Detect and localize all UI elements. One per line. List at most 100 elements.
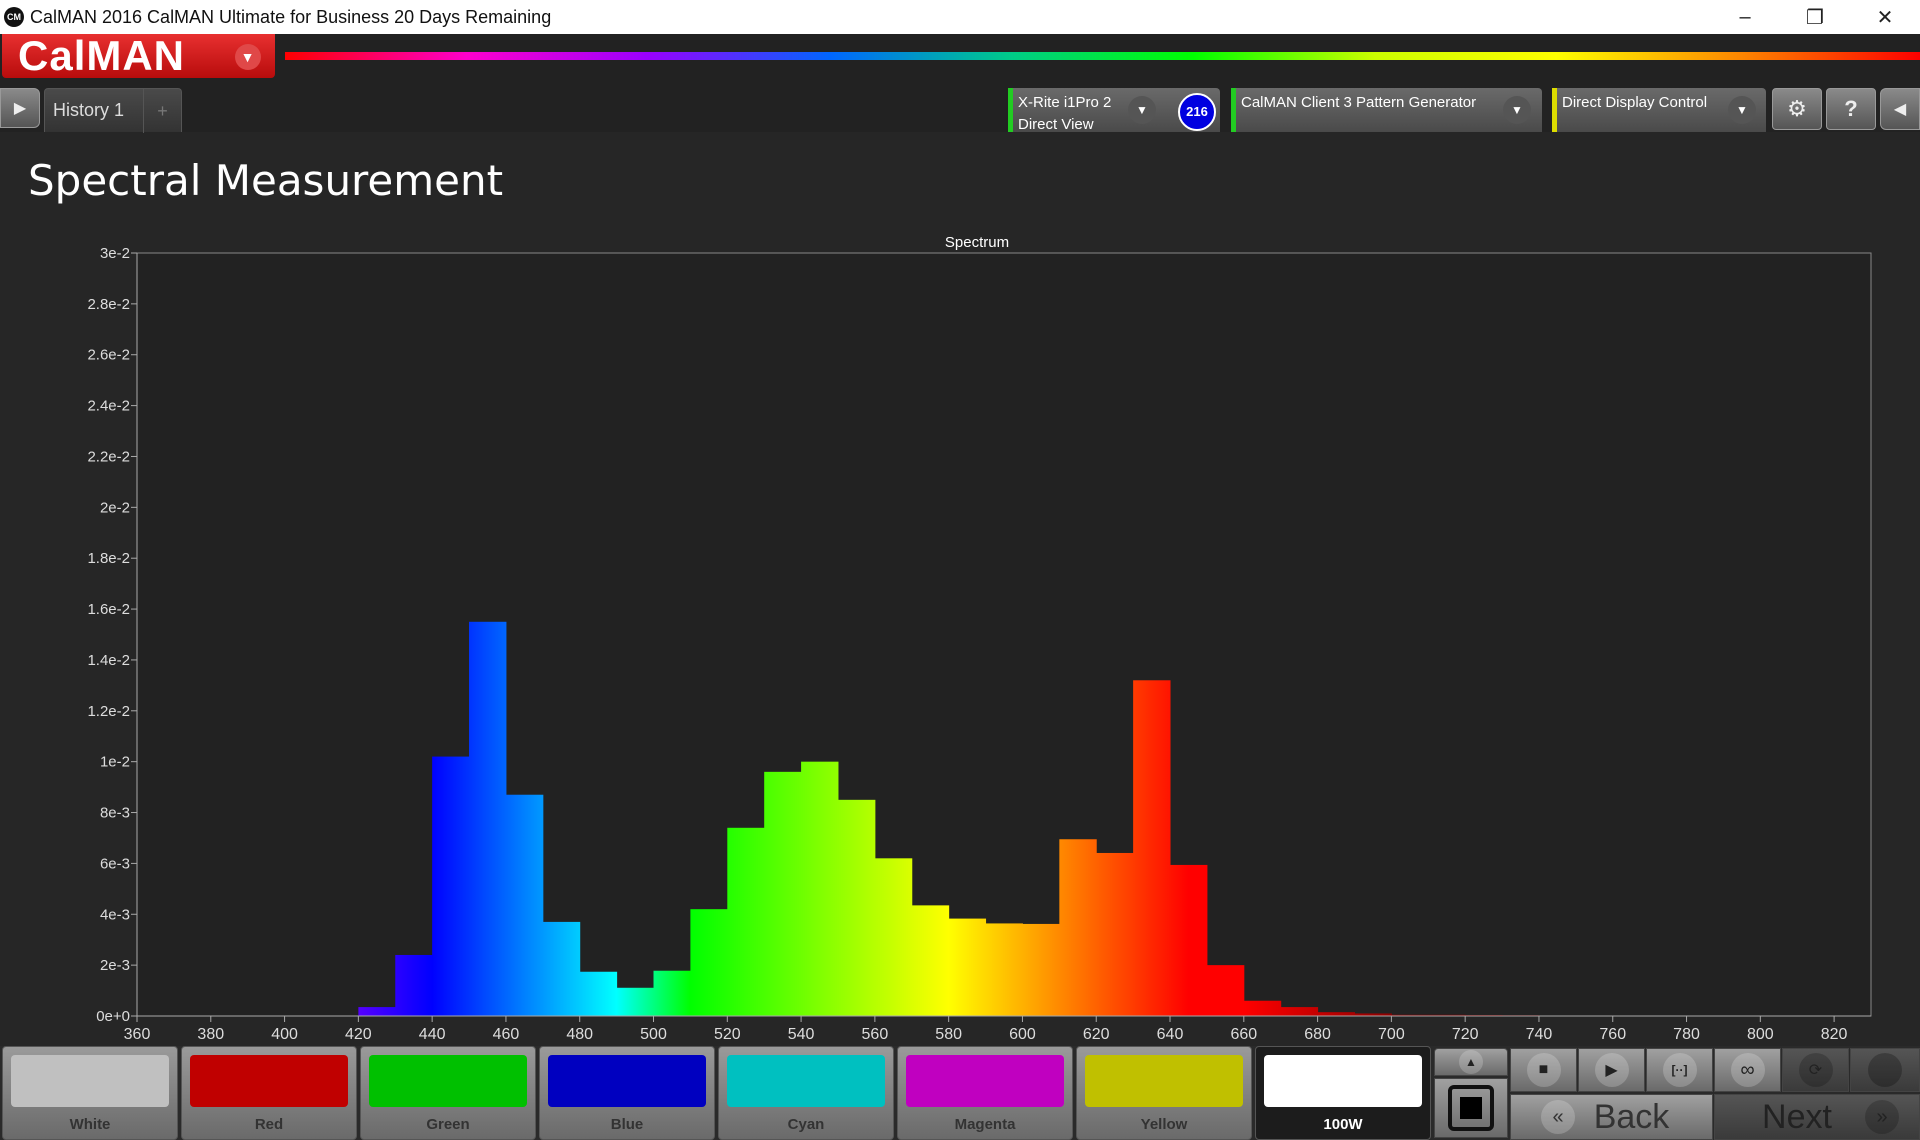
play-button[interactable]: ▶ (1578, 1048, 1645, 1092)
pattern-generator-selector[interactable]: CalMAN Client 3 Pattern Generator ▼ (1231, 88, 1542, 132)
double-chevron-left-icon: « (1541, 1100, 1575, 1134)
x-tick-label: 540 (788, 1026, 815, 1043)
y-tick-label: 2.6e-2 (87, 347, 130, 364)
patch-red[interactable]: Red (181, 1046, 357, 1140)
spectrum-bar (1059, 839, 1097, 1016)
patch-label: 100W (1323, 1116, 1363, 1133)
spectrum-bar (1243, 1000, 1282, 1016)
meter-selector[interactable]: X-Rite i1Pro 2 Direct View ▼ 216 (1008, 88, 1220, 133)
display-control-selector[interactable]: Direct Display Control ▼ (1552, 88, 1766, 132)
x-tick-label: 360 (124, 1026, 151, 1043)
spectrum-bar (1317, 1012, 1355, 1016)
expand-left-button[interactable]: ▶ (0, 88, 40, 128)
spectrum-bar (837, 799, 876, 1016)
help-button[interactable]: ? (1826, 88, 1876, 130)
patch-blue[interactable]: Blue (539, 1046, 715, 1140)
patch-color (190, 1055, 348, 1107)
spectrum-bar (727, 827, 765, 1016)
next-label: Next (1762, 1097, 1832, 1136)
chevron-down-icon[interactable]: ▼ (1503, 96, 1531, 124)
expand-right-button[interactable]: ◀ (1880, 88, 1920, 130)
continuous-read-button[interactable]: ∞ (1714, 1048, 1781, 1092)
y-tick-label: 1.6e-2 (87, 601, 130, 618)
extra-button[interactable] (1850, 1048, 1920, 1092)
chart-title: Spectrum (945, 234, 1009, 251)
spectrum-bar (542, 921, 581, 1016)
chevron-down-icon[interactable]: ▼ (1128, 96, 1156, 124)
device-name: X-Rite i1Pro 2 (1018, 94, 1112, 111)
help-icon: ? (1844, 96, 1858, 121)
spectrum-chart: Spectrum 360 380 400 420 440 460 480 500 520 540 5… (87, 234, 1872, 1043)
spectrum-bar (1206, 965, 1245, 1016)
patch-label: White (69, 1116, 111, 1133)
chevron-down-icon[interactable]: ▼ (1728, 96, 1756, 124)
app-icon: CM (4, 7, 24, 27)
count-badge: 216 (1178, 93, 1216, 131)
device-mode: Direct View (1018, 116, 1094, 133)
y-tick-label: 2e-3 (100, 957, 130, 974)
scroll-up-button[interactable]: ▲ (1434, 1048, 1508, 1076)
x-tick-label: 560 (862, 1026, 889, 1043)
spectrum-bar (432, 756, 470, 1016)
patch-100w[interactable]: 100W (1255, 1046, 1431, 1140)
stop-pattern-button[interactable] (1434, 1078, 1508, 1138)
spectrum-bar (469, 621, 507, 1016)
spectrum-bar (1354, 1013, 1392, 1016)
x-tick-label: 480 (566, 1026, 593, 1043)
x-tick-label: 420 (345, 1026, 372, 1043)
close-button[interactable]: ✕ (1876, 6, 1894, 29)
patch-magenta[interactable]: Magenta (897, 1046, 1073, 1140)
plot-area (136, 252, 1872, 1017)
read-series-button[interactable]: [··] (1646, 1048, 1713, 1092)
tab-history-1[interactable]: History 1 + (44, 88, 182, 133)
page-title: Spectral Measurement (28, 156, 504, 205)
spectrum-bar (1465, 1014, 1503, 1016)
spectrum-bar (801, 761, 839, 1016)
settings-button[interactable]: ⚙ (1772, 88, 1822, 130)
spectrum-bar (579, 971, 618, 1016)
restore-button[interactable]: ❐ (1806, 6, 1824, 29)
x-tick-label: 580 (935, 1026, 962, 1043)
x-tick-label: 620 (1083, 1026, 1110, 1043)
x-tick-label: 740 (1526, 1026, 1553, 1043)
patch-color (727, 1055, 885, 1107)
patch-cyan[interactable]: Cyan (718, 1046, 894, 1140)
patch-label: Green (426, 1116, 470, 1133)
x-tick-label: 660 (1230, 1026, 1257, 1043)
patch-green[interactable]: Green (360, 1046, 536, 1140)
spectrum-bar (505, 794, 544, 1016)
circle-icon (1868, 1053, 1902, 1087)
calman-menu-button[interactable]: CalMAN ▼ (2, 32, 275, 79)
window-title-bar: CM CalMAN 2016 CalMAN Ultimate for Busin… (0, 0, 1920, 34)
spectrum-bar (358, 1007, 396, 1016)
patch-white[interactable]: White (2, 1046, 178, 1140)
x-tick-label: 380 (197, 1026, 224, 1043)
y-tick-label: 1e-2 (100, 754, 130, 771)
spectrum-bar (985, 923, 1023, 1016)
next-button[interactable]: Next » (1714, 1094, 1920, 1140)
status-bar (1552, 88, 1557, 132)
patch-color (11, 1055, 169, 1107)
logo-text: CalMAN (18, 32, 186, 79)
patch-label: Cyan (787, 1116, 825, 1133)
patch-yellow[interactable]: Yellow (1076, 1046, 1252, 1140)
back-button[interactable]: « Back (1510, 1094, 1713, 1140)
window-title: CalMAN 2016 CalMAN Ultimate for Business… (30, 6, 552, 27)
y-tick-label: 6e-3 (100, 855, 130, 872)
y-tick-label: 1.4e-2 (87, 652, 130, 669)
minimize-button[interactable]: – (1739, 5, 1751, 28)
back-label: Back (1593, 1097, 1670, 1136)
bottom-toolbar: White Red Green Blue Cyan Magenta Yellow 100W ▲… (0, 1046, 1920, 1140)
add-tab-button[interactable]: + (143, 89, 181, 133)
spectrum-bar (690, 909, 728, 1016)
x-tick-label: 760 (1599, 1026, 1626, 1043)
spectrum-bar (1022, 923, 1060, 1016)
refresh-button[interactable]: ⟳ (1782, 1048, 1849, 1092)
y-tick-label: 3e-2 (100, 245, 130, 262)
patch-color (1085, 1055, 1243, 1107)
tab-row: ▶ History 1 + X-Rite i1Pro 2 Direct View… (0, 86, 1920, 133)
spectrum-bar (874, 858, 913, 1016)
logo-bar: CalMAN ▼ (0, 32, 1920, 86)
x-tick-label: 800 (1747, 1026, 1774, 1043)
stop-button[interactable]: ■ (1510, 1048, 1577, 1092)
